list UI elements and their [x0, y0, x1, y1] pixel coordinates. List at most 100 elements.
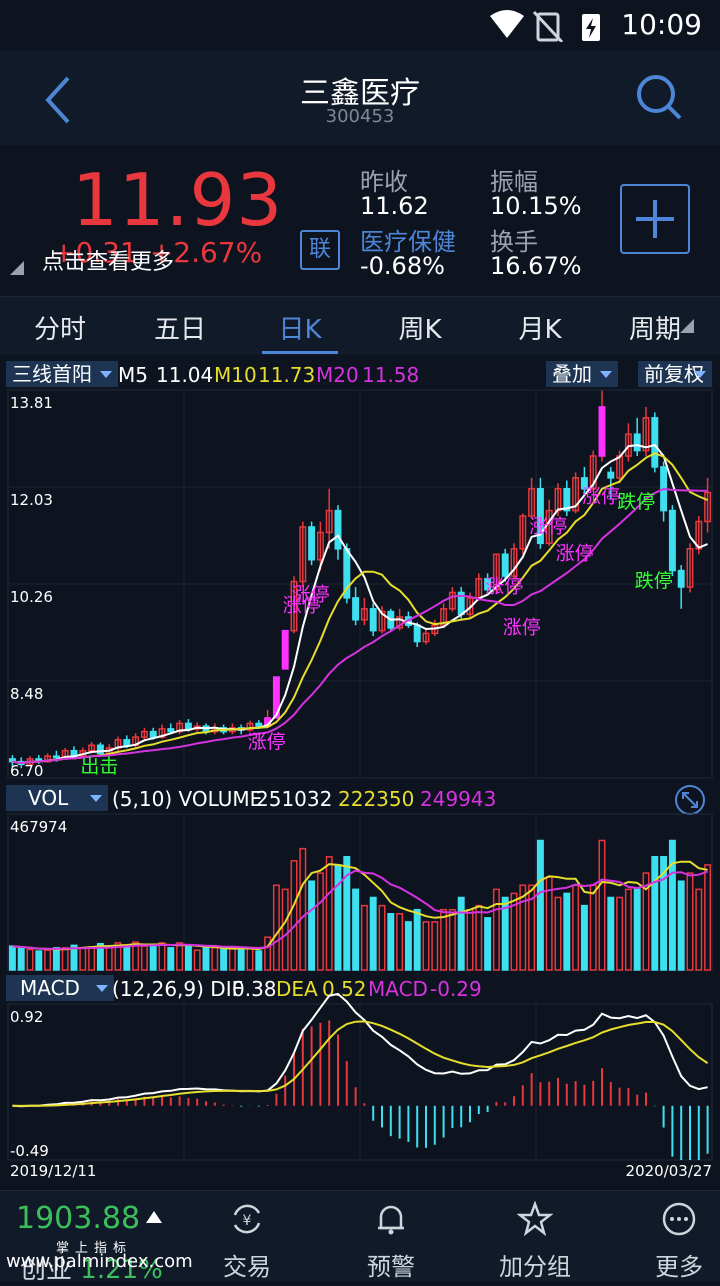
corner-triangle-icon [10, 261, 24, 275]
limit-annotation: 出击 [80, 756, 118, 778]
tab-weekly-k[interactable]: 周K [398, 315, 442, 345]
candle-body [44, 755, 52, 763]
nav-trade[interactable]: ¥ 交易 [192, 1201, 302, 1282]
related-button[interactable]: 联 [300, 230, 340, 270]
volume-bar [378, 904, 386, 971]
volume-bar [17, 947, 25, 971]
candle-body [290, 580, 298, 632]
bell-icon [378, 1205, 404, 1235]
index-value[interactable]: 1903.88 [16, 1201, 141, 1236]
volume-bar [325, 856, 333, 971]
candle-body [396, 616, 404, 629]
candle-body [413, 624, 421, 643]
back-icon[interactable] [40, 72, 80, 128]
change-percent: +2.67% [149, 236, 263, 269]
volume-bar [607, 896, 615, 971]
macd-value: -0.29 [430, 977, 482, 1001]
ma5-label: M5 [118, 363, 148, 387]
volume-bar [695, 888, 703, 971]
index-sub-label: 掌上指标 [56, 1241, 133, 1256]
candle-body [140, 730, 148, 738]
limit-annotation: 涨停 [582, 485, 620, 507]
tab-intraday[interactable]: 分时 [33, 315, 86, 345]
volume-bar [255, 950, 263, 971]
adjust-button[interactable]: 前复权 [638, 361, 712, 387]
volume-bar [704, 864, 712, 971]
volume-bar [193, 949, 201, 971]
add-watchlist-button[interactable] [620, 184, 690, 254]
status-bar: 10:09 [0, 0, 720, 50]
candle-body [316, 531, 324, 561]
ma20-line [12, 487, 708, 765]
volume-bar [510, 892, 518, 971]
volume-bar [308, 880, 316, 971]
candle-body [510, 548, 518, 577]
volume-bar [660, 856, 668, 971]
ma5-value: 11.04 [156, 363, 214, 387]
volume-bar [35, 950, 43, 971]
volume-bar [52, 947, 60, 971]
nav-more[interactable]: 更多 [624, 1201, 720, 1282]
volume-indicator-select[interactable]: VOL [6, 785, 109, 811]
candle-body [184, 722, 192, 730]
volume-bar [642, 872, 650, 971]
tab-five-day[interactable]: 五日 [153, 315, 206, 345]
volume-bar [220, 948, 228, 971]
volume-bar [202, 947, 210, 971]
volume-bar [651, 856, 659, 971]
kline-indicator-select[interactable]: 三线首阳 [6, 361, 118, 387]
volume-ma10: 249943 [420, 787, 497, 811]
nav-add-group[interactable]: 加分组 [480, 1201, 590, 1282]
nav-alert[interactable]: 预警 [336, 1201, 446, 1282]
volume-bar [528, 884, 536, 971]
sector-label[interactable]: 医疗保健 [360, 228, 456, 256]
volume-bar [176, 942, 184, 971]
volume-bar [343, 856, 351, 971]
candle-body [281, 629, 289, 670]
volume-bar [457, 896, 465, 971]
volume-bar [352, 888, 360, 971]
volume-bar [114, 942, 122, 971]
volume-bar [105, 945, 113, 971]
exchange-icon: ¥ [233, 1204, 261, 1234]
more-tip[interactable]: 点击查看更多 [10, 244, 174, 276]
limit-annotation: 涨停 [556, 543, 594, 565]
period-tabs: 分时 五日 日K 周K 月K 周期 [0, 296, 720, 355]
candle-body [440, 608, 448, 626]
overlay-select[interactable]: 叠加 [546, 361, 618, 387]
volume-bar [440, 908, 448, 971]
tab-period[interactable]: 周期 [628, 315, 681, 345]
tab-monthly-k[interactable]: 月K [518, 315, 562, 345]
quote-panel[interactable]: 11.93 +0.31 +2.67% 点击查看更多 联 昨收 11.62 医疗保健… [0, 148, 720, 293]
prev-close-value: 11.62 [360, 192, 429, 220]
date-end-label: 2020/03/27 [626, 1162, 712, 1180]
volume-bar [132, 941, 140, 971]
volume-bar [334, 864, 342, 971]
candle-body [352, 597, 360, 621]
active-tab-indicator [262, 351, 338, 354]
y-tick-label: 6.70 [10, 762, 43, 780]
candle-body [642, 417, 650, 452]
macd-indicator-select[interactable]: MACD [6, 975, 114, 1001]
ma10-label: M10 [214, 363, 257, 387]
volume-bar [616, 896, 624, 971]
amplitude-value: 10.15% [490, 192, 582, 220]
tab-daily-k[interactable]: 日K [278, 315, 322, 345]
macd-params: (12,26,9) DIF [112, 977, 244, 1001]
svg-text:¥: ¥ [243, 1213, 252, 1229]
volume-bar [633, 888, 641, 971]
nav-trade-label: 交易 [223, 1253, 271, 1281]
volume-bar [572, 884, 580, 971]
y-tick-label: 8.48 [10, 685, 43, 703]
change-value: +0.31 [52, 236, 138, 269]
search-icon[interactable] [634, 72, 684, 122]
candle-body [633, 433, 641, 452]
more-tip-text: 点击查看更多 [42, 250, 175, 275]
volume-bar [96, 942, 104, 971]
volume-bar [624, 888, 632, 971]
limit-annotation: 跌停 [635, 570, 673, 592]
ma20-label: M20 [316, 363, 359, 387]
volume-bar [404, 921, 412, 971]
volume-value: 251032 [256, 787, 333, 811]
